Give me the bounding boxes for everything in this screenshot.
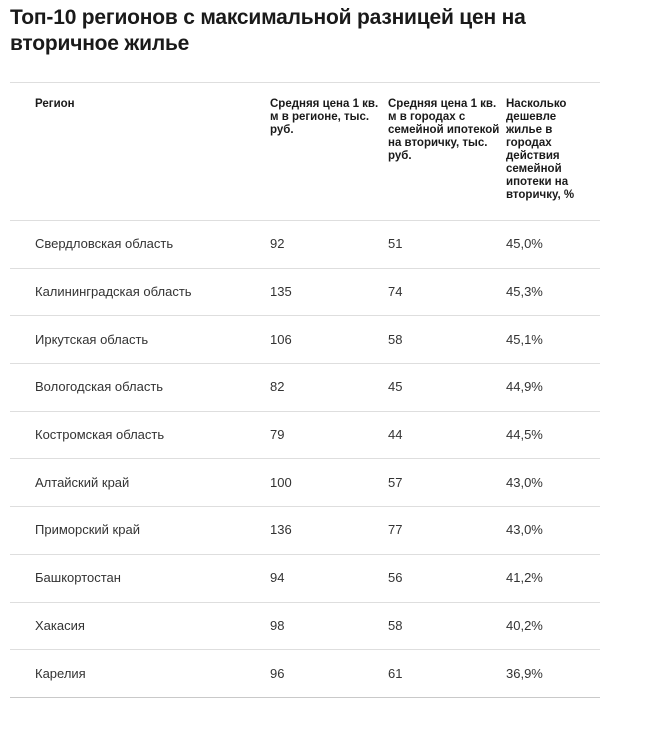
cell-discount-percent: 41,2%	[506, 570, 543, 586]
cell-region: Алтайский край	[35, 474, 130, 490]
table-header-row: Регион Средняя цена 1 кв. м в регионе, т…	[10, 82, 600, 221]
cell-avg-price-cities: 77	[388, 522, 403, 538]
cell-avg-price-region: 100	[270, 474, 292, 490]
cell-avg-price-cities: 44	[388, 427, 403, 443]
cell-region: Карелия	[35, 665, 86, 681]
table-row: Приморский край 136 77 43,0%	[10, 507, 600, 555]
cell-avg-price-region: 136	[270, 522, 292, 538]
cell-avg-price-region: 96	[270, 665, 285, 681]
table-row: Карелия 96 61 36,9%	[10, 650, 600, 698]
cell-avg-price-region: 106	[270, 331, 292, 347]
cell-region: Вологодская область	[35, 379, 164, 395]
cell-discount-percent: 40,2%	[506, 617, 543, 633]
cell-avg-price-cities: 56	[388, 570, 403, 586]
table-row: Иркутская область 106 58 45,1%	[10, 316, 600, 364]
cell-avg-price-cities: 45	[388, 379, 403, 395]
cell-discount-percent: 43,0%	[506, 522, 543, 538]
cell-avg-price-cities: 58	[388, 617, 403, 633]
table-row: Башкортостан 94 56 41,2%	[10, 554, 600, 602]
table-row: Алтайский край 100 57 43,0%	[10, 459, 600, 507]
table-row: Вологодская область 82 45 44,9%	[10, 364, 600, 412]
data-table: Регион Средняя цена 1 кв. м в регионе, т…	[10, 82, 600, 698]
cell-region: Иркутская область	[35, 331, 149, 347]
cell-region: Приморский край	[35, 522, 140, 538]
cell-avg-price-region: 135	[270, 284, 292, 300]
cell-region: Свердловская область	[35, 236, 174, 252]
cell-avg-price-cities: 74	[388, 284, 403, 300]
cell-region: Башкортостан	[35, 570, 121, 586]
cell-discount-percent: 43,0%	[506, 474, 543, 490]
cell-avg-price-region: 79	[270, 427, 285, 443]
header-discount-percent: Насколько дешевле жилье в городах действ…	[506, 98, 575, 201]
cell-discount-percent: 45,3%	[506, 284, 543, 300]
cell-avg-price-region: 94	[270, 570, 285, 586]
cell-discount-percent: 44,9%	[506, 379, 543, 395]
header-avg-price-cities: Средняя цена 1 кв. м в городах с семейно…	[388, 98, 500, 162]
cell-avg-price-region: 82	[270, 379, 285, 395]
cell-discount-percent: 36,9%	[506, 665, 543, 681]
table-row: Свердловская область 92 51 45,0%	[10, 221, 600, 269]
cell-avg-price-cities: 57	[388, 474, 403, 490]
cell-avg-price-region: 98	[270, 617, 285, 633]
cell-discount-percent: 45,0%	[506, 236, 543, 252]
table-row: Калининградская область 135 74 45,3%	[10, 268, 600, 316]
cell-region: Хакасия	[35, 617, 85, 633]
cell-region: Костромская область	[35, 427, 165, 443]
table-row: Хакасия 98 58 40,2%	[10, 602, 600, 650]
header-region: Регион	[35, 98, 75, 110]
header-avg-price-region: Средняя цена 1 кв. м в регионе, тыс. руб…	[270, 98, 379, 136]
cell-avg-price-region: 92	[270, 236, 285, 252]
cell-avg-price-cities: 61	[388, 665, 403, 681]
cell-region: Калининградская область	[35, 284, 192, 300]
cell-avg-price-cities: 51	[388, 236, 403, 252]
cell-discount-percent: 44,5%	[506, 427, 543, 443]
cell-avg-price-cities: 58	[388, 331, 403, 347]
data-table-container: Регион Средняя цена 1 кв. м в регионе, т…	[10, 82, 600, 698]
page-title: Топ-10 регионов с максимальной разницей …	[10, 6, 526, 55]
cell-discount-percent: 45,1%	[506, 331, 543, 347]
table-row: Костромская область 79 44 44,5%	[10, 411, 600, 459]
